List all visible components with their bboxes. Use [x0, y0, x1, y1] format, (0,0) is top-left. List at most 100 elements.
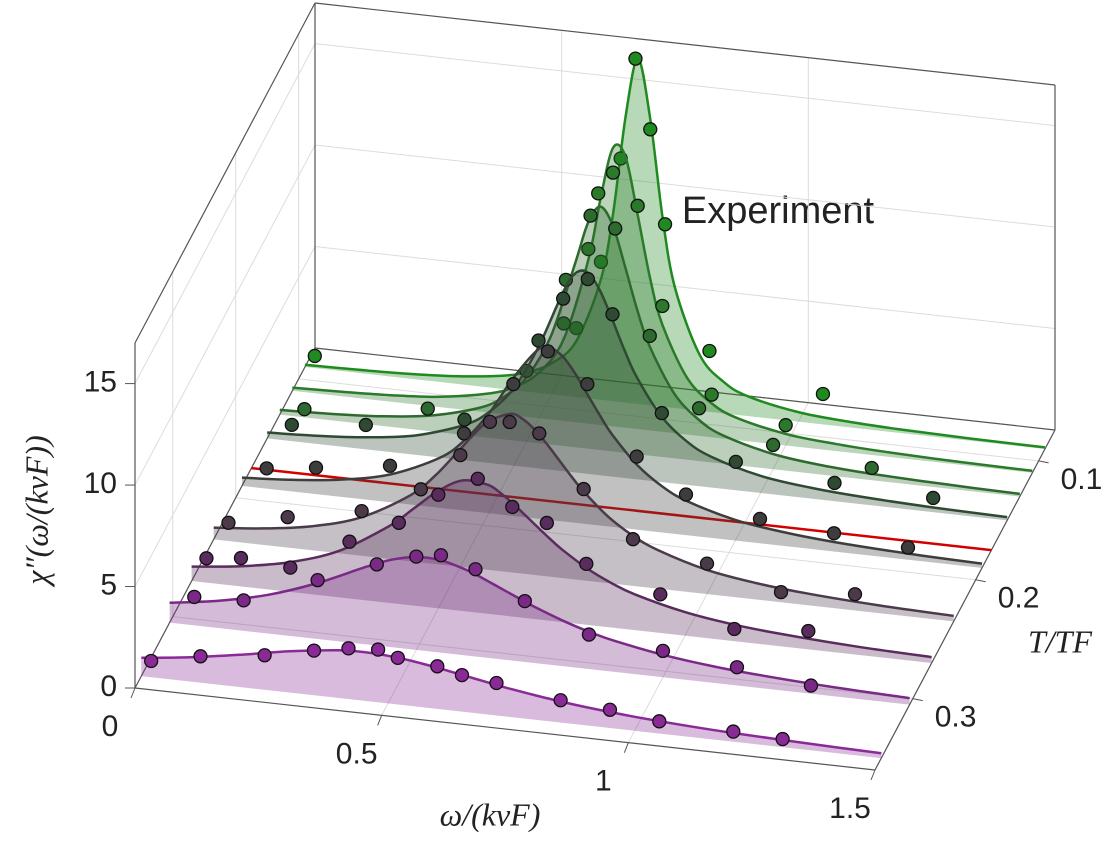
area	[141, 650, 882, 759]
data-point	[815, 386, 831, 402]
data-point	[691, 401, 707, 416]
data-point	[144, 653, 159, 669]
data-point	[236, 593, 251, 608]
data-point	[643, 122, 658, 137]
data-point	[342, 534, 357, 549]
data-point	[297, 402, 312, 417]
data-point	[729, 660, 745, 675]
x-tick-label: 0	[102, 710, 119, 743]
data-point	[453, 447, 468, 463]
data-point	[576, 481, 591, 497]
z-axis-label: χ″(ω/(kvF))	[18, 435, 54, 587]
data-point	[593, 254, 609, 269]
data-point	[775, 731, 790, 747]
tick-mark	[975, 579, 986, 583]
data-point	[517, 593, 532, 609]
data-point	[468, 562, 483, 577]
data-point	[864, 460, 879, 476]
data-point	[653, 587, 668, 602]
data-point	[602, 702, 618, 717]
data-point	[284, 417, 299, 432]
data-point	[456, 426, 472, 441]
data-point	[654, 405, 669, 421]
grid-line	[172, 616, 913, 700]
data-point	[221, 515, 236, 530]
data-point	[457, 412, 472, 427]
z-tick-label: 5	[100, 568, 117, 601]
data-point	[608, 221, 623, 236]
fit-line	[251, 466, 992, 552]
data-point	[625, 532, 641, 547]
data-point	[482, 414, 498, 430]
data-point	[391, 515, 406, 530]
tick-mark	[870, 769, 876, 781]
data-point	[420, 401, 435, 416]
z-tick-label: 10	[84, 467, 117, 500]
data-point	[199, 551, 214, 566]
data-point	[847, 587, 863, 602]
box-edge	[134, 687, 876, 771]
tick-mark	[912, 698, 923, 702]
y-tick-label: 0.1	[1061, 463, 1103, 496]
fit-line	[241, 345, 983, 565]
data-point	[803, 678, 819, 693]
data-point	[454, 667, 470, 683]
data-point	[657, 217, 673, 232]
data-point	[540, 344, 556, 359]
data-point	[310, 573, 325, 588]
grid-line	[381, 375, 563, 716]
data-point	[556, 291, 571, 306]
data-point	[433, 548, 449, 563]
y-tick-label: 0.3	[935, 701, 977, 734]
data-point	[726, 724, 741, 739]
y-tick-label: 0.2	[998, 582, 1040, 615]
fit-line	[292, 143, 1033, 473]
data-point	[581, 241, 596, 257]
tick-mark	[377, 715, 383, 726]
data-point	[579, 556, 594, 572]
data-point	[413, 482, 429, 497]
data-point	[569, 320, 584, 336]
data-point	[306, 643, 322, 658]
data-point	[502, 414, 517, 430]
data-point	[580, 376, 595, 392]
data-point	[728, 454, 743, 470]
data-point	[409, 549, 424, 564]
data-point	[642, 328, 657, 343]
x-tick-label: 1	[595, 765, 612, 798]
data-point	[628, 51, 643, 66]
data-point	[605, 165, 621, 180]
tick-mark	[130, 687, 136, 699]
box-edge	[134, 2, 316, 344]
data-point	[699, 556, 715, 571]
data-point	[358, 417, 373, 433]
y-axis-label: T/TF	[1028, 623, 1092, 659]
data-point	[187, 589, 202, 605]
data-point	[702, 343, 717, 359]
data-point	[489, 675, 504, 691]
data-point	[553, 693, 568, 708]
area	[241, 346, 982, 568]
data-point	[233, 550, 249, 566]
tick-mark	[623, 742, 629, 753]
data-point	[539, 515, 554, 531]
data-point	[826, 526, 842, 541]
annotation: Experiment	[682, 190, 875, 232]
data-point	[308, 460, 324, 475]
fit-line	[267, 269, 1008, 519]
data-point	[257, 648, 272, 663]
area	[304, 58, 1045, 450]
data-point	[704, 387, 719, 402]
x-axis-label: ω/(kvF)	[440, 796, 541, 832]
data-point	[629, 449, 644, 464]
tick-mark	[1038, 460, 1049, 464]
data-point	[773, 584, 789, 600]
grid-line	[314, 144, 1056, 228]
data-point	[583, 208, 598, 223]
grid-line	[134, 246, 316, 587]
grid-line	[314, 246, 1056, 330]
data-point	[727, 621, 742, 637]
data-point	[591, 186, 606, 201]
fit-line	[191, 478, 932, 659]
